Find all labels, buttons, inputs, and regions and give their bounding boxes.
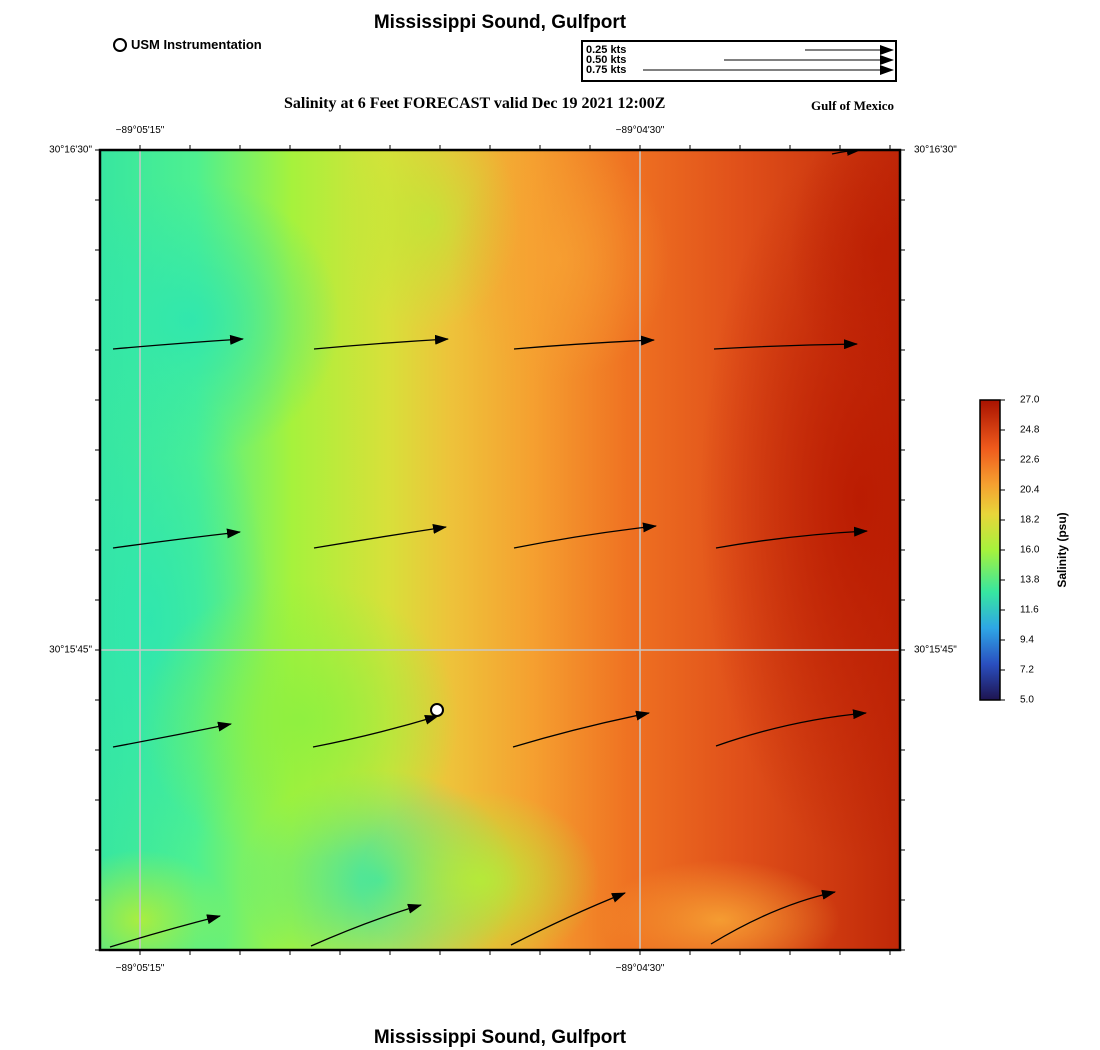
map-subtitle: Salinity at 6 Feet FORECAST valid Dec 19… (284, 95, 666, 112)
current-arrow (710, 889, 836, 945)
colorbar (979, 399, 1005, 701)
current-arrow (715, 709, 867, 747)
vector-legend-arrows (643, 45, 894, 75)
lat-label-right: 30°15'45" (914, 644, 957, 656)
graticule (100, 150, 900, 950)
colorbar-tick-label: 16.0 (1020, 544, 1040, 556)
current-arrow (715, 526, 868, 549)
colorbar-tick-label: 24.8 (1020, 424, 1040, 436)
current-arrow (112, 721, 232, 748)
colorbar-tick-label: 11.6 (1020, 604, 1039, 616)
current-arrow (513, 522, 657, 549)
map-footer-title: Mississippi Sound, Gulfport (373, 1027, 627, 1048)
colorbar-tick-label: 27.0 (1020, 394, 1040, 406)
colorbar-tick-label: 18.2 (1020, 514, 1040, 526)
current-arrow (313, 524, 447, 549)
lon-label-top: −89°04'30" (615, 125, 665, 136)
current-arrow (512, 710, 650, 748)
lat-label-left: 30°15'45" (49, 644, 92, 656)
station-legend: USM Instrumentation (113, 37, 262, 52)
colorbar-tick-label: 5.0 (1020, 694, 1034, 706)
colorbar-label: Salinity (psu) (1055, 512, 1069, 588)
current-vectors (109, 150, 868, 948)
current-arrow (510, 892, 626, 946)
current-arrow (109, 914, 221, 948)
colorbar-gradient (979, 399, 1001, 701)
usm-station-marker (430, 703, 444, 717)
colorbar-tick-label: 7.2 (1020, 664, 1034, 676)
vector-legend-label: 0.50 kts (586, 54, 627, 66)
current-arrow (112, 334, 244, 350)
current-arrow (310, 903, 422, 947)
lon-label-top: −89°05'15" (115, 125, 165, 136)
vector-legend-label: 0.75 kts (586, 64, 627, 76)
frame-ticks (95, 145, 905, 955)
station-legend-label: USM Instrumentation (131, 37, 262, 52)
current-arrow (513, 335, 655, 350)
open-circle-icon (113, 37, 127, 52)
lon-label-bottom: −89°04'30" (615, 963, 665, 974)
map-title: Mississippi Sound, Gulfport (373, 12, 627, 33)
lon-label-bottom: −89°05'15" (115, 963, 165, 974)
region-label: Gulf of Mexico (811, 98, 895, 113)
colorbar-tick-label: 13.8 (1020, 574, 1040, 586)
current-arrow (312, 714, 439, 748)
vector-scale-legend: 0.25 kts 0.50 kts 0.75 kts (581, 40, 897, 82)
salinity-field (100, 150, 900, 950)
lat-label-right: 30°16'30" (914, 144, 957, 156)
vector-legend-label: 0.25 kts (586, 44, 627, 56)
colorbar-tick-label: 20.4 (1020, 484, 1040, 496)
current-arrow (713, 339, 858, 350)
colorbar-tick-label: 22.6 (1020, 454, 1040, 466)
current-arrow (112, 528, 241, 549)
current-arrow (313, 334, 449, 350)
lat-label-left: 30°16'30" (49, 144, 92, 156)
colorbar-tick-label: 9.4 (1020, 634, 1034, 646)
current-arrow (831, 150, 861, 156)
